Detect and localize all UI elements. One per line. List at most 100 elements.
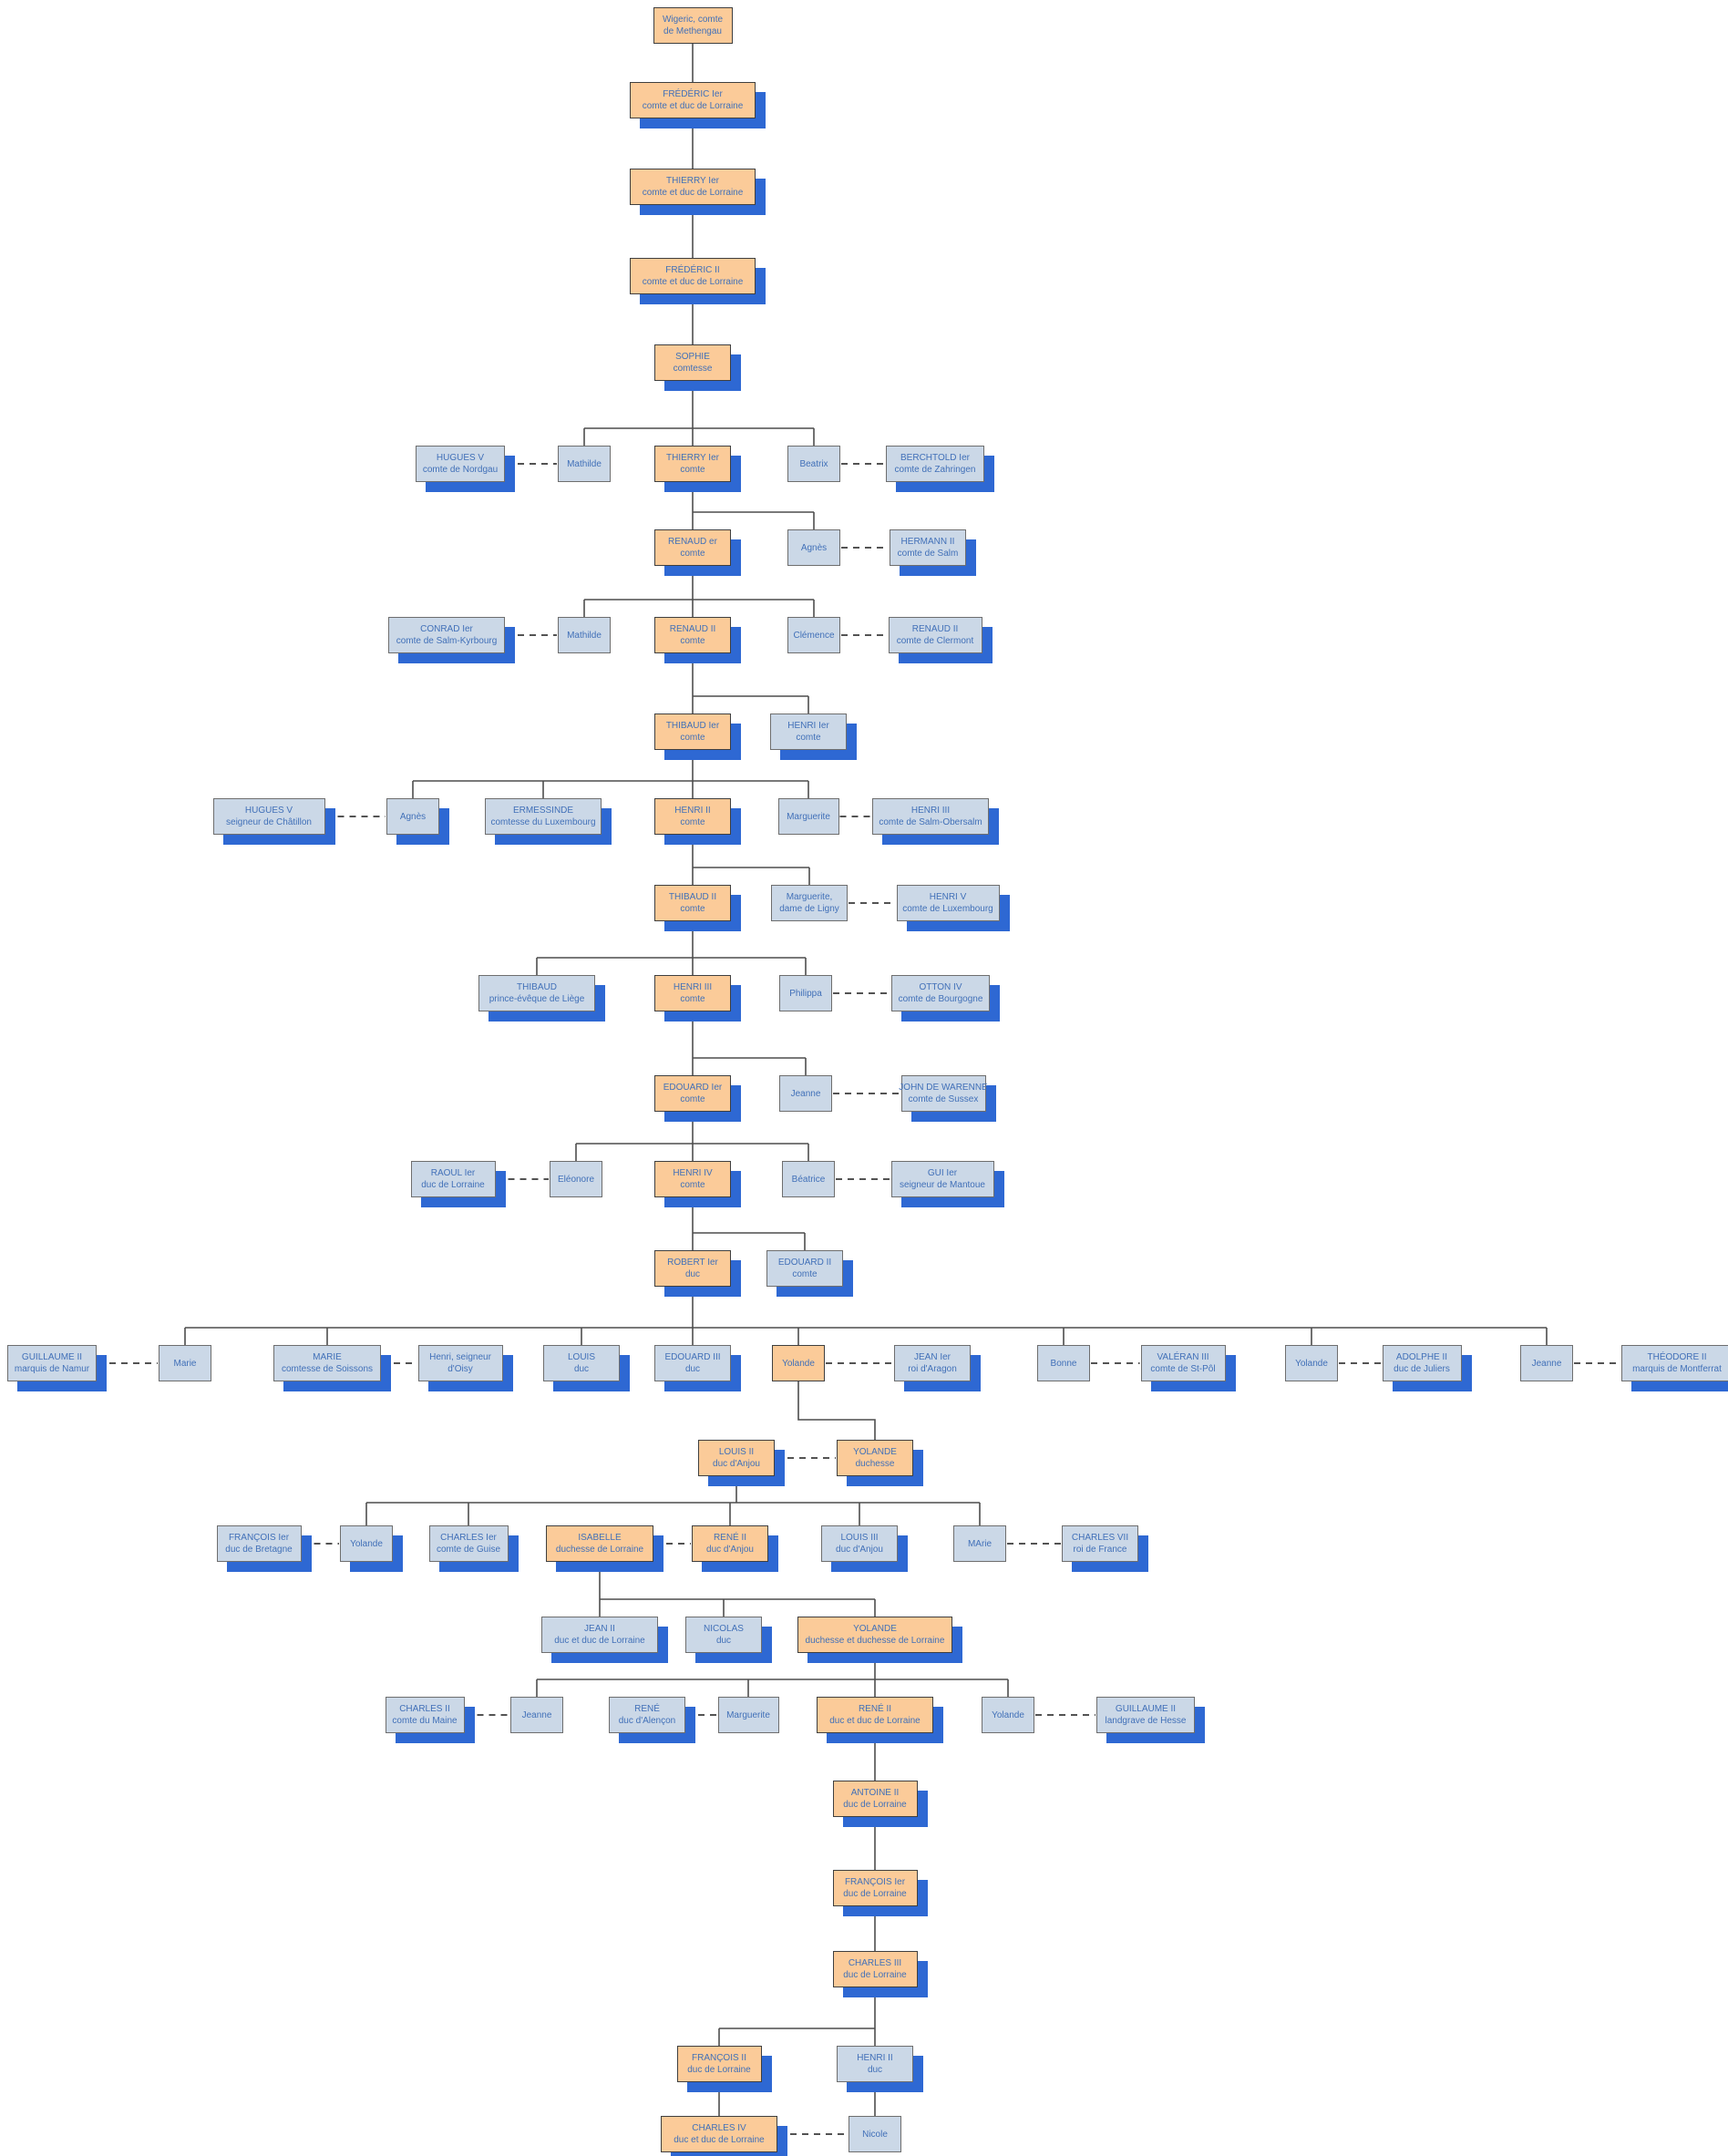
person-node-adolphe2: ADOLPHE II duc de Juliers xyxy=(1382,1345,1462,1381)
person-title: comte de Salm-Obersalm xyxy=(879,817,982,827)
person-node-francois2: FRANÇOIS II duc de Lorraine xyxy=(676,2046,762,2082)
person-node-jeanne_r19: Jeanne xyxy=(510,1697,563,1733)
person-node-mathilde_r7: Mathilde xyxy=(558,617,611,653)
person-title: roi de France xyxy=(1073,1545,1127,1555)
person-node-marguerite_r9: Marguerite xyxy=(777,798,839,835)
person-node-louis2anjou: LOUIS II duc d'Anjou xyxy=(698,1440,775,1476)
person-node-marguerite_r19: Marguerite xyxy=(717,1697,779,1733)
person-node-ermessinde: ERMESSINDE comtesse du Luxembourg xyxy=(485,798,602,835)
person-name: Mathilde xyxy=(567,458,602,469)
person-title: prince-évêque de Liège xyxy=(489,994,585,1004)
person-name: JOHN DE WARENNE xyxy=(899,1083,988,1093)
person-title: duc et duc de Lorraine xyxy=(554,1636,645,1646)
person-title: comte xyxy=(680,1180,705,1190)
person-name: HENRI III xyxy=(910,806,951,816)
person-name: THIBAUD Ier xyxy=(665,721,720,731)
person-node-bonne: Bonne xyxy=(1037,1345,1090,1381)
person-name: THIERRY Ier xyxy=(666,176,719,186)
person-node-theodore2: THÉODORE II marquis de Montferrat xyxy=(1620,1345,1728,1381)
person-name: Béatrice xyxy=(791,1174,826,1185)
person-node-yolande_duch2: YOLANDE duchesse et duchesse de Lorraine xyxy=(797,1617,952,1653)
person-name: FRÉDÉRIC II xyxy=(665,265,720,275)
person-title: comte et duc de Lorraine xyxy=(642,277,744,287)
person-name: FRANÇOIS Ier xyxy=(844,1877,906,1887)
person-title: duchesse xyxy=(855,1459,895,1469)
person-name: RENAUD II xyxy=(911,624,959,634)
person-title: comte xyxy=(680,817,705,827)
person-name: HENRI II xyxy=(674,806,711,816)
person-name: RENAUD II xyxy=(669,624,716,634)
person-title: comte de Bourgogne xyxy=(898,994,983,1004)
person-title: comte et duc de Lorraine xyxy=(642,188,744,198)
person-name: CHARLES III xyxy=(848,1958,902,1968)
person-name: CHARLES II xyxy=(399,1704,450,1714)
person-name: RENÉ II xyxy=(713,1533,747,1543)
person-name: FRANÇOIS II xyxy=(691,2053,746,2063)
person-node-jeanne_r12: Jeanne xyxy=(779,1075,832,1112)
person-title: duchesse de Lorraine xyxy=(555,1545,644,1555)
person-name: HENRI III xyxy=(673,982,713,992)
person-title: duc xyxy=(684,1269,701,1279)
person-name: LOUIS xyxy=(567,1352,595,1362)
person-node-jeanne_r15: Jeanne xyxy=(1520,1345,1573,1381)
person-name: YOLANDE xyxy=(853,1624,897,1634)
person-node-yolande_bar: Yolande xyxy=(772,1345,825,1381)
person-title: comtesse du Luxembourg xyxy=(490,817,596,827)
person-node-edouard3: EDOUARD III duc xyxy=(654,1345,731,1381)
person-title: duc de Bretagne xyxy=(225,1545,293,1555)
person-node-conrad1: CONRAD Ier comte de Salm-Kyrbourg xyxy=(388,617,505,653)
person-node-otton4: OTTON IV comte de Bourgogne xyxy=(891,975,990,1011)
person-node-philippa: Philippa xyxy=(779,975,832,1011)
person-node-raoul1: RAOUL Ier duc de Lorraine xyxy=(410,1161,496,1197)
person-title: duc de Lorraine xyxy=(687,2065,751,2075)
person-title: duc de Lorraine xyxy=(843,1800,907,1810)
person-node-thibaud2: THIBAUD II comte xyxy=(654,885,731,921)
person-name: RENAUD er xyxy=(668,537,717,547)
person-title: marquis de Montferrat xyxy=(1632,1364,1722,1374)
person-name: ADOLPHE II xyxy=(1395,1352,1448,1362)
person-title: comte et duc de Lorraine xyxy=(642,101,744,111)
person-name: HENRI Ier xyxy=(787,721,829,731)
person-node-agnes_r6: Agnès xyxy=(787,529,840,566)
person-name: GUILLAUME II xyxy=(21,1352,83,1362)
person-name: VALÉRAN III xyxy=(1157,1352,1209,1362)
person-node-isabelle: ISABELLE duchesse de Lorraine xyxy=(546,1525,653,1562)
person-title: duc et duc de Lorraine xyxy=(674,2135,765,2145)
person-title: duc de Juliers xyxy=(1394,1364,1450,1374)
person-name: Jeanne xyxy=(521,1709,552,1720)
person-name: FRÉDÉRIC Ier xyxy=(663,89,723,99)
person-title: seigneur de Châtillon xyxy=(226,817,312,827)
person-title: comte xyxy=(680,549,705,559)
person-name: LOUIS III xyxy=(840,1533,879,1543)
person-title: comtesse xyxy=(673,364,713,374)
person-node-yolande_duchesse: YOLANDE duchesse xyxy=(837,1440,913,1476)
person-title: dame de Ligny xyxy=(779,904,839,914)
person-node-edouard1: EDOUARD Ier comte xyxy=(654,1075,731,1112)
person-node-mathilde_r5: Mathilde xyxy=(558,446,611,482)
person-name: Agnès xyxy=(399,811,427,822)
yolande-bar-to-yolande-duchesse xyxy=(797,1381,876,1440)
person-node-yolande_r19: Yolande xyxy=(982,1697,1034,1733)
person-name: Marguerite, xyxy=(786,892,833,902)
person-node-agnes_r9: Agnès xyxy=(386,798,439,835)
person-title: comte xyxy=(796,733,821,743)
person-node-charles4: CHARLES IV duc et duc de Lorraine xyxy=(661,2116,777,2152)
person-title: comte xyxy=(680,994,705,1004)
person-title: comte de Sussex xyxy=(908,1094,979,1104)
person-node-beatrix: Beatrix xyxy=(787,446,840,482)
person-node-henri5lux: HENRI V comte de Luxembourg xyxy=(896,885,1000,921)
person-name: RENÉ II xyxy=(858,1704,892,1714)
person-name: Wigeric, comte xyxy=(662,15,724,25)
person-name: Jeanne xyxy=(1531,1358,1562,1369)
person-title: duc xyxy=(684,1364,701,1374)
person-name: CHARLES VII xyxy=(1071,1533,1129,1543)
person-title: duc de Lorraine xyxy=(421,1180,485,1190)
person-node-jean1aragon: JEAN Ier roi d'Aragon xyxy=(894,1345,971,1381)
person-node-jean2: JEAN II duc et duc de Lorraine xyxy=(541,1617,658,1653)
person-name: Clémence xyxy=(793,630,835,641)
person-name: HERMANN II xyxy=(900,537,955,547)
person-node-henri4: HENRI IV comte xyxy=(654,1161,731,1197)
person-node-marie_r15: Marie xyxy=(159,1345,211,1381)
person-title: duc xyxy=(715,1636,732,1646)
